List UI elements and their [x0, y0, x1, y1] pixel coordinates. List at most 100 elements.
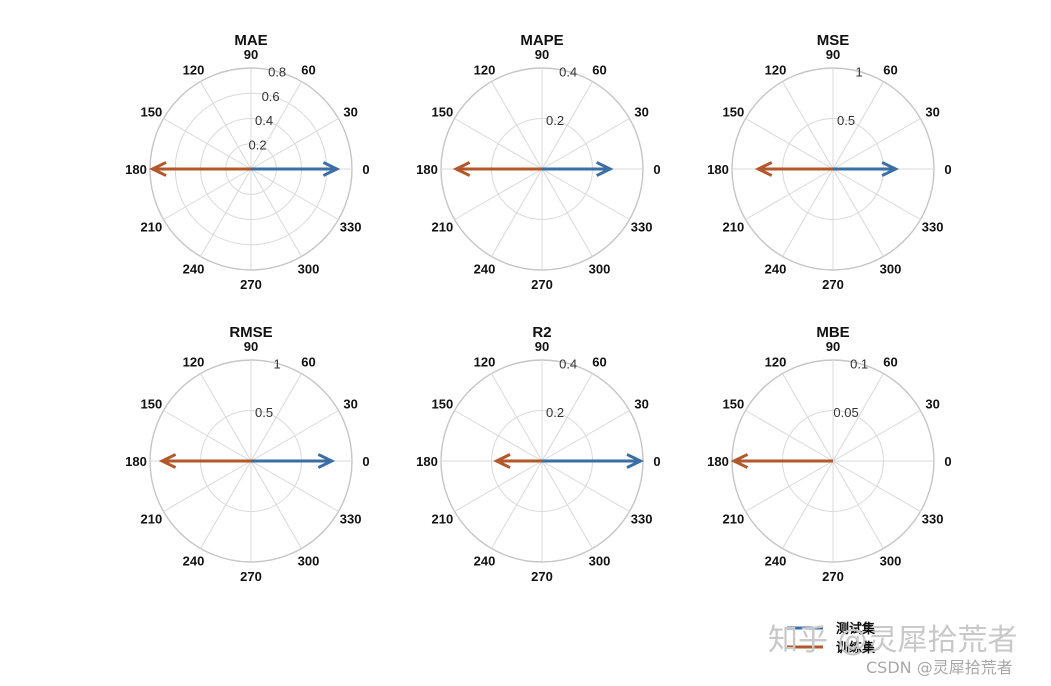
legend: 测试集 训练集 — [787, 621, 876, 656]
train-arrow-head — [158, 453, 177, 469]
angle-label: 180 — [707, 454, 729, 469]
plot-title: MSE — [817, 32, 850, 49]
angle-label: 120 — [765, 354, 787, 369]
grid-spoke — [541, 168, 630, 220]
angle-label: 90 — [826, 339, 840, 354]
grid-spoke — [163, 168, 252, 220]
grid-spoke — [491, 168, 543, 257]
grid-spoke — [832, 373, 884, 462]
angle-label: 60 — [592, 62, 606, 77]
radial-tick-label: 0.8 — [268, 64, 286, 79]
plot-title: R2 — [532, 324, 551, 341]
angle-label: 0 — [944, 162, 951, 177]
angle-label: 300 — [298, 262, 320, 277]
radial-tick-label: 0.4 — [559, 356, 577, 371]
angle-label: 210 — [432, 512, 454, 527]
grid-spoke — [541, 373, 593, 462]
radial-tick-label: 0.2 — [248, 138, 266, 153]
angle-label: 120 — [474, 62, 496, 77]
angle-label: 0 — [362, 454, 369, 469]
angle-label: 330 — [922, 220, 944, 235]
train-arrow-head — [730, 453, 749, 469]
watermark-csdn: CSDN @灵犀拾荒者 — [866, 658, 1013, 677]
angle-label: 240 — [765, 262, 787, 277]
angle-label: 300 — [880, 554, 902, 569]
grid-spoke — [250, 81, 302, 170]
grid-spoke — [541, 460, 593, 549]
angle-label: 330 — [922, 512, 944, 527]
grid-spoke — [163, 460, 252, 512]
grid-spoke — [745, 168, 834, 220]
angle-label: 120 — [183, 62, 205, 77]
angle-label: 210 — [432, 220, 454, 235]
angle-label: 270 — [822, 277, 844, 292]
legend-test-label: 测试集 — [836, 621, 876, 637]
angle-label: 180 — [707, 162, 729, 177]
angle-label: 240 — [183, 262, 205, 277]
angle-label: 270 — [240, 277, 262, 292]
radial-tick-label: 0.5 — [255, 405, 273, 420]
watermark-zhihu: 知乎 @灵犀拾荒者 — [768, 623, 1018, 658]
radial-tick-label: 0.2 — [546, 113, 564, 128]
grid-spoke — [250, 168, 339, 220]
angle-label: 180 — [416, 454, 438, 469]
angle-label: 300 — [298, 554, 320, 569]
polar-plot-mape: 0 30 60 90 120 150 180 210 240 270 300 330 0.2 0.4 MAP… — [416, 32, 660, 292]
angle-label: 270 — [531, 569, 553, 584]
radial-tick-label: 0.05 — [833, 405, 858, 420]
grid-spoke — [832, 81, 884, 170]
grid-spoke — [163, 118, 252, 170]
angle-label: 150 — [723, 397, 745, 412]
test-arrow-head — [317, 453, 336, 469]
test-arrow-head — [626, 453, 644, 469]
angle-label: 30 — [343, 397, 357, 412]
grid-spoke — [250, 373, 302, 462]
angle-label: 210 — [723, 512, 745, 527]
grid-spoke — [832, 168, 884, 257]
grid-spoke — [832, 460, 921, 512]
grid-spoke — [491, 460, 543, 549]
angle-label: 210 — [141, 512, 163, 527]
grid-spoke — [782, 81, 834, 170]
grid-spoke — [745, 118, 834, 170]
angle-label: 330 — [631, 220, 653, 235]
grid-spoke — [782, 460, 834, 549]
angle-label: 150 — [432, 105, 454, 120]
angle-label: 90 — [535, 47, 549, 62]
radial-tick-label: 1 — [274, 356, 281, 371]
angle-label: 90 — [535, 339, 549, 354]
angle-label: 240 — [183, 554, 205, 569]
legend-train-label: 训练集 — [836, 640, 876, 656]
angle-label: 300 — [880, 262, 902, 277]
angle-label: 60 — [301, 354, 315, 369]
grid-spoke — [454, 118, 543, 170]
angle-label: 240 — [474, 262, 496, 277]
angle-label: 150 — [432, 397, 454, 412]
grid-spoke — [200, 168, 252, 257]
angle-label: 270 — [822, 569, 844, 584]
test-arrow-head — [322, 161, 341, 177]
grid-spoke — [832, 118, 921, 170]
train-arrow-head — [452, 161, 471, 177]
angle-label: 330 — [340, 220, 362, 235]
angle-label: 60 — [883, 354, 897, 369]
grid-spoke — [541, 118, 630, 170]
angle-label: 0 — [653, 162, 660, 177]
grid-spoke — [832, 460, 884, 549]
grid-spoke — [163, 410, 252, 462]
radial-tick-label: 0.4 — [559, 64, 577, 79]
angle-label: 30 — [925, 397, 939, 412]
plot-title: MAE — [234, 32, 267, 49]
angle-label: 30 — [925, 105, 939, 120]
angle-label: 0 — [653, 454, 660, 469]
train-arrow-head — [493, 453, 511, 469]
angle-label: 0 — [362, 162, 369, 177]
angle-label: 120 — [474, 354, 496, 369]
polar-plot-mse: 0 30 60 90 120 150 180 210 240 270 300 330 0.5 1 MSE — [707, 32, 951, 292]
angle-label: 30 — [343, 105, 357, 120]
angle-label: 90 — [244, 47, 258, 62]
grid-spoke — [832, 168, 921, 220]
angle-label: 330 — [340, 512, 362, 527]
polar-plots: 03060901201501802102402703003300.20.40.6… — [125, 32, 951, 584]
angle-label: 300 — [589, 554, 611, 569]
